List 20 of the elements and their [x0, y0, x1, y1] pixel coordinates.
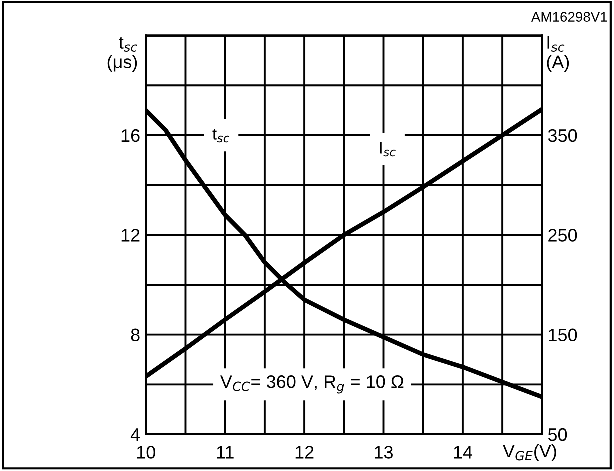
y-tick-label: 8 [131, 328, 140, 342]
x-axis-title: V$_{GE}$(V) [503, 444, 556, 462]
x-tick-label: 11 [217, 446, 234, 459]
y-axis-title: t$_{sc}$ (μs) [108, 37, 138, 72]
y2-tick-label: 250 [548, 229, 578, 242]
annotation: V$_{CC}$= 360 V, R$_{g}$ = 10 Ω [220, 376, 404, 394]
x-tick-label: 12 [296, 446, 314, 459]
series-label: t$_{sc}$ [212, 128, 230, 143]
text: AM16298V1 [531, 12, 608, 22]
x-tick-label: 10 [137, 446, 156, 459]
text: I$_{sc}$ [380, 142, 396, 157]
y-tick-label: 4 [130, 428, 140, 442]
x-tick-label: 13 [375, 446, 393, 459]
y2-tick-label: 350 [548, 129, 578, 142]
y-tick-label: 16 [122, 129, 140, 142]
x-tick-label: 14 [454, 446, 472, 459]
y2-axis-title: I$_{sc}$ (A) [547, 36, 570, 72]
y2-tick-label: 50 [548, 428, 568, 442]
y-tick-label: 12 [122, 229, 140, 242]
y2-tick-label: 150 [549, 328, 578, 342]
